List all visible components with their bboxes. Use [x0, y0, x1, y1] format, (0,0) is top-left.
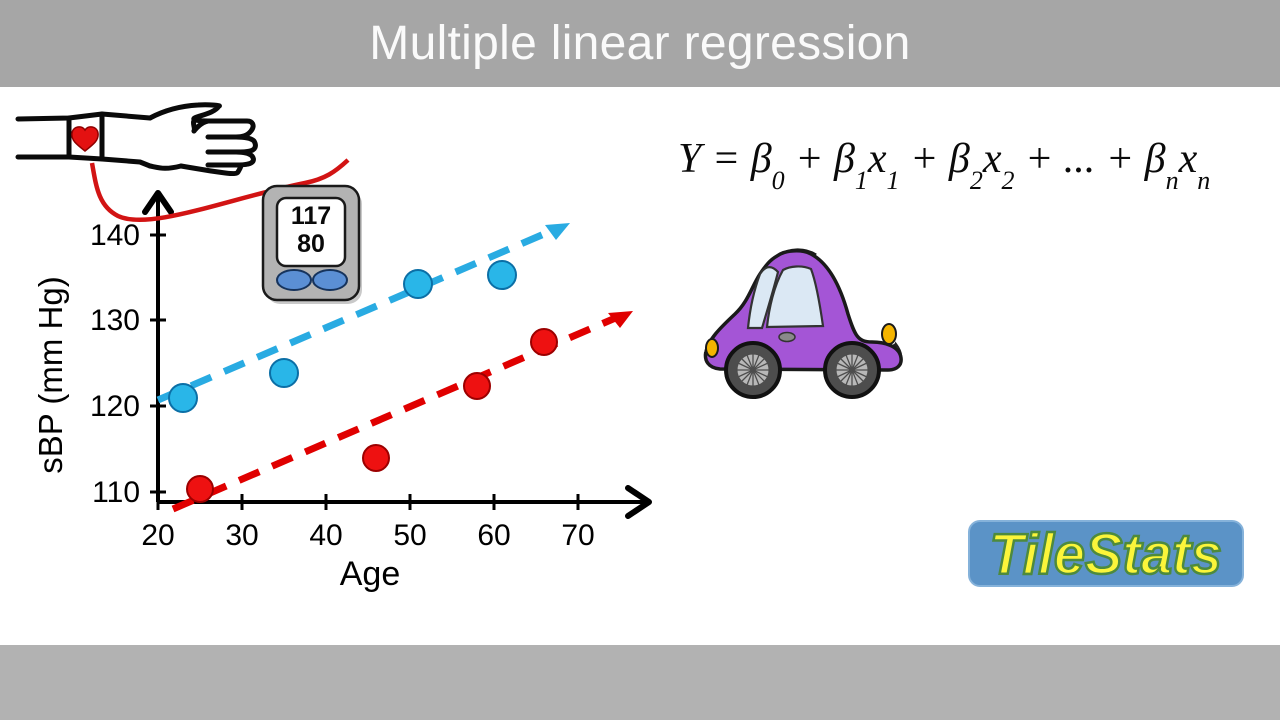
svg-text:50: 50 — [393, 519, 426, 552]
svg-text:20: 20 — [141, 519, 174, 552]
svg-text:80: 80 — [297, 230, 325, 258]
svg-text:Age: Age — [340, 555, 401, 593]
svg-text:30: 30 — [225, 519, 258, 552]
svg-text:130: 130 — [90, 304, 140, 337]
svg-text:110: 110 — [92, 476, 140, 509]
svg-text:140: 140 — [90, 219, 140, 252]
svg-text:117: 117 — [291, 202, 331, 230]
svg-text:40: 40 — [309, 519, 342, 552]
svg-text:120: 120 — [90, 390, 140, 423]
svg-text:60: 60 — [477, 519, 510, 552]
svg-text:sBP (mm Hg): sBP (mm Hg) — [32, 276, 69, 473]
svg-text:70: 70 — [561, 519, 594, 552]
